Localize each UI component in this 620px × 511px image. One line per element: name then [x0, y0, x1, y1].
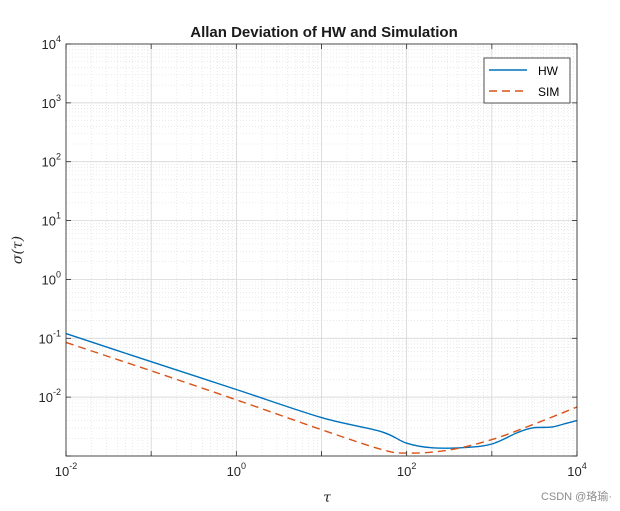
series-sim-line — [65, 341, 578, 454]
legend-box — [483, 57, 571, 104]
x-tick-label: 104 — [567, 461, 586, 479]
x-tick-label: 102 — [397, 461, 416, 479]
tick-marks — [65, 43, 578, 457]
watermark: CSDN @珞瑜· — [541, 489, 612, 503]
y-tick-label: 104 — [42, 34, 61, 52]
y-tick-label: 100 — [42, 269, 61, 287]
y-tick-label: 101 — [42, 211, 61, 229]
legend-label-sim: SIM — [538, 85, 559, 99]
y-axis-label: σ(τ) — [10, 236, 26, 264]
x-tick-label: 100 — [227, 461, 246, 479]
series-hw-line — [65, 332, 578, 449]
y-tick-label: 103 — [42, 93, 61, 111]
legend: HW SIM — [483, 57, 571, 104]
y-tick-label: 102 — [42, 152, 61, 170]
y-tick-label: 10-1 — [39, 328, 61, 346]
legend-label-hw: HW — [538, 64, 559, 78]
y-tick-label: 10-2 — [39, 387, 61, 405]
series-layer — [65, 332, 578, 454]
x-axis-label: τ — [323, 490, 331, 506]
x-tick-label: 10-2 — [55, 461, 77, 479]
tick-labels: 10-2 100 102 104 10-2 10-1 100 101 102 103 104 — [39, 34, 587, 479]
chart-title: Allan Deviation of HW and Simulation — [190, 24, 458, 41]
